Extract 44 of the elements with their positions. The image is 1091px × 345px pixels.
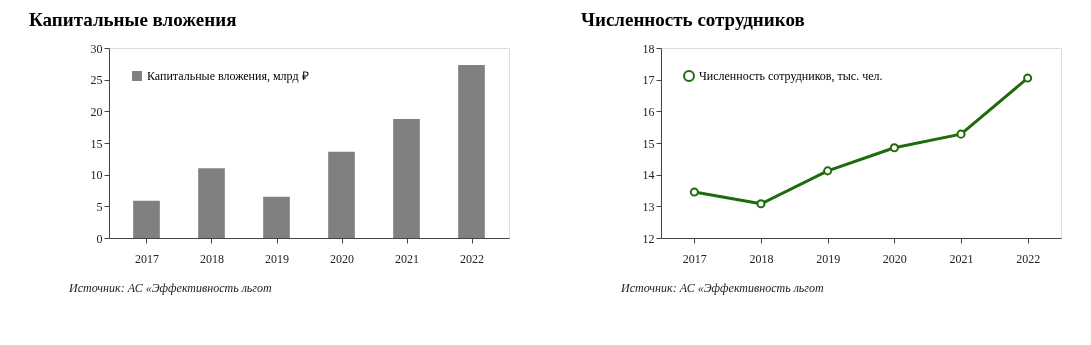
y-tick-label: 15 [642, 136, 655, 151]
bar [393, 118, 420, 238]
x-tick-label: 2020 [330, 251, 354, 266]
point [1023, 73, 1033, 83]
point [889, 143, 899, 153]
y-tick-label: 0 [96, 231, 103, 246]
x-tick-label: 2017 [682, 251, 707, 266]
x-tick-label: 2017 [135, 251, 159, 266]
x-tick-label: 2019 [816, 251, 841, 266]
bar [263, 196, 290, 238]
text: Источник: АС «Эффективность льгот [620, 281, 824, 295]
x-tick-label: 2022 [460, 251, 484, 266]
x-tick-label: 2018 [749, 251, 774, 266]
x-tick-label: 2019 [265, 251, 289, 266]
point [823, 166, 833, 176]
x-tick-label: 2021 [395, 251, 419, 266]
x-tick-label: 2018 [200, 251, 224, 266]
legend-label: Капитальные вложения, млрд ₽ [147, 69, 309, 83]
chart-title: Численность сотрудников [581, 9, 805, 30]
y-tick-label: 17 [642, 73, 655, 88]
x-tick-label: 2022 [1016, 251, 1041, 266]
point [956, 129, 966, 139]
y-tick-label: 30 [90, 41, 103, 56]
bar [198, 168, 225, 238]
point [689, 187, 699, 197]
y-tick-label: 13 [642, 199, 655, 214]
y-tick-label: 16 [642, 104, 655, 119]
point [756, 199, 766, 209]
y-tick-label: 10 [90, 168, 103, 183]
bar [458, 65, 485, 238]
bar [328, 151, 355, 238]
y-tick-label: 18 [642, 41, 655, 56]
chart-title: Капитальные вложения [29, 9, 237, 30]
y-tick-label: 14 [642, 168, 655, 183]
y-tick-label: 5 [96, 199, 103, 214]
legend-label: Численность сотрудников, тыс. чел. [699, 69, 883, 83]
x-tick-label: 2021 [949, 251, 974, 266]
bar [133, 200, 160, 238]
y-tick-label: 12 [642, 231, 655, 246]
x-tick-label: 2020 [882, 251, 907, 266]
y-tick-label: 20 [90, 104, 103, 119]
text: Источник: АС «Эффективность льгот [68, 281, 272, 295]
y-tick-label: 25 [90, 73, 103, 88]
y-tick-label: 15 [90, 136, 103, 151]
